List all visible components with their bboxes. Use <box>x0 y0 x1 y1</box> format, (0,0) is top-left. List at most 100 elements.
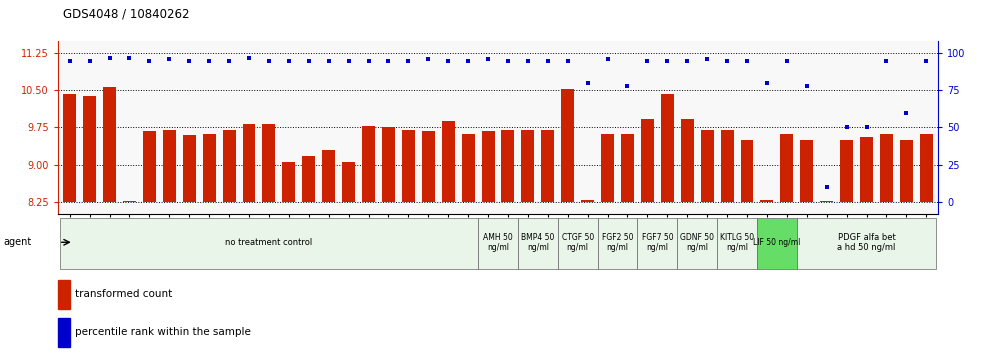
Bar <box>58 318 70 347</box>
Point <box>859 125 874 130</box>
Bar <box>222 130 235 202</box>
Bar <box>860 137 872 202</box>
Point <box>321 58 337 63</box>
Bar <box>701 130 714 202</box>
Point <box>600 56 616 62</box>
Point <box>221 58 237 63</box>
Bar <box>761 200 773 202</box>
Text: LIF 50 ng/ml: LIF 50 ng/ml <box>753 238 801 247</box>
Point <box>679 58 695 63</box>
Point <box>161 56 177 62</box>
Point <box>420 56 436 62</box>
Bar <box>183 135 195 202</box>
Bar <box>104 87 116 202</box>
FancyBboxPatch shape <box>60 218 478 269</box>
Point <box>361 58 376 63</box>
Point <box>500 58 516 63</box>
FancyBboxPatch shape <box>757 218 797 269</box>
Text: agent: agent <box>3 237 31 247</box>
Point <box>341 58 357 63</box>
Point <box>819 184 835 190</box>
Text: GDS4048 / 10840262: GDS4048 / 10840262 <box>63 7 189 20</box>
Point <box>639 58 655 63</box>
Point <box>201 58 217 63</box>
Bar <box>343 162 356 202</box>
Point <box>141 58 157 63</box>
Bar <box>402 130 415 202</box>
Point <box>181 58 197 63</box>
Text: FGF7 50
ng/ml: FGF7 50 ng/ml <box>641 233 673 252</box>
Bar <box>442 121 454 202</box>
Bar <box>203 134 216 202</box>
Point <box>520 58 536 63</box>
Bar <box>801 140 813 202</box>
FancyBboxPatch shape <box>558 218 598 269</box>
Point <box>62 58 78 63</box>
Bar <box>482 131 494 202</box>
Text: BMP4 50
ng/ml: BMP4 50 ng/ml <box>521 233 555 252</box>
FancyBboxPatch shape <box>478 218 518 269</box>
Bar <box>263 124 275 202</box>
Point <box>480 56 496 62</box>
Bar <box>681 119 693 202</box>
Bar <box>641 119 653 202</box>
Bar <box>602 134 614 202</box>
FancyBboxPatch shape <box>717 218 757 269</box>
Bar <box>841 140 853 202</box>
Text: FGF2 50
ng/ml: FGF2 50 ng/ml <box>602 233 633 252</box>
Text: CTGF 50
ng/ml: CTGF 50 ng/ml <box>562 233 594 252</box>
Point <box>122 55 137 61</box>
Point <box>380 58 396 63</box>
Bar <box>422 131 435 202</box>
Point <box>699 56 715 62</box>
Bar <box>382 127 394 202</box>
Bar <box>900 140 912 202</box>
Point <box>659 58 675 63</box>
FancyBboxPatch shape <box>677 218 717 269</box>
Bar <box>64 94 77 202</box>
Bar <box>303 156 315 202</box>
Bar <box>243 124 256 202</box>
Point <box>281 58 297 63</box>
Point <box>540 58 556 63</box>
Bar <box>162 130 175 202</box>
FancyBboxPatch shape <box>637 218 677 269</box>
FancyBboxPatch shape <box>518 218 558 269</box>
Bar <box>502 130 515 202</box>
Point <box>918 58 934 63</box>
Text: percentile rank within the sample: percentile rank within the sample <box>76 327 251 337</box>
Point <box>779 58 795 63</box>
Bar <box>780 134 793 202</box>
Bar <box>143 131 155 202</box>
Point <box>82 58 98 63</box>
Bar <box>84 96 97 202</box>
Point <box>898 110 914 115</box>
Point <box>620 83 635 88</box>
Point <box>719 58 735 63</box>
Bar <box>582 200 594 202</box>
Point <box>460 58 476 63</box>
Text: no treatment control: no treatment control <box>225 238 313 247</box>
Point <box>241 55 257 61</box>
Point <box>759 80 775 86</box>
Point <box>440 58 456 63</box>
Text: GDNF 50
ng/ml: GDNF 50 ng/ml <box>680 233 714 252</box>
Bar <box>283 162 296 202</box>
Bar <box>363 126 374 202</box>
Bar <box>522 130 534 202</box>
FancyBboxPatch shape <box>598 218 637 269</box>
Text: AMH 50
ng/ml: AMH 50 ng/ml <box>483 233 513 252</box>
Point <box>739 58 755 63</box>
Point <box>839 125 855 130</box>
Point <box>261 58 277 63</box>
Bar <box>124 201 135 202</box>
Bar <box>58 280 70 309</box>
Text: PDGF alfa bet
a hd 50 ng/ml: PDGF alfa bet a hd 50 ng/ml <box>838 233 895 252</box>
Text: KITLG 50
ng/ml: KITLG 50 ng/ml <box>720 233 754 252</box>
Point <box>400 58 416 63</box>
Text: transformed count: transformed count <box>76 289 172 299</box>
Bar <box>323 150 336 202</box>
Point <box>301 58 317 63</box>
Bar <box>542 130 554 202</box>
Bar <box>661 94 673 202</box>
